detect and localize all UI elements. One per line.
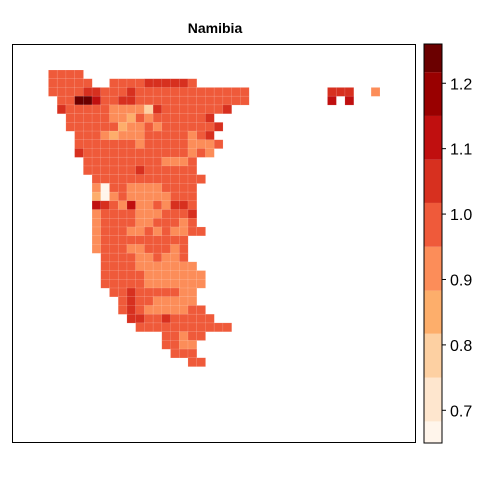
map-cell <box>370 87 381 97</box>
legend-swatch <box>424 44 442 73</box>
map-cell <box>327 95 337 106</box>
legend-swatch <box>424 72 442 116</box>
choropleth-map <box>48 69 381 367</box>
legend-swatch <box>424 290 442 334</box>
legend-tick-label: 1.0 <box>450 207 472 224</box>
map-cell <box>222 322 233 333</box>
map-cell <box>196 357 206 367</box>
map-cell <box>196 331 206 341</box>
legend-tick-label: 0.9 <box>450 272 472 289</box>
legend-swatch <box>424 421 442 443</box>
legend-swatch <box>424 377 442 422</box>
legend-tick-label: 0.8 <box>450 338 472 355</box>
map-cell <box>213 139 224 149</box>
legend-swatch <box>424 333 442 378</box>
legend-tick-label: 1.1 <box>450 142 472 159</box>
map-cell <box>205 148 215 158</box>
map-cell <box>196 279 206 289</box>
legend-tick-label: 0.7 <box>450 403 472 420</box>
legend-swatch <box>424 115 442 160</box>
map-cell <box>240 95 250 106</box>
map-panel <box>12 44 416 443</box>
legend-tick-label: 1.2 <box>450 76 472 93</box>
map-cell <box>344 95 355 106</box>
map-cell <box>196 226 206 237</box>
legend-swatch <box>424 159 442 203</box>
legend-swatch <box>424 246 442 291</box>
legend-swatch <box>424 202 442 247</box>
legend-frame <box>423 43 443 444</box>
map-cell <box>213 122 224 132</box>
map-cell <box>222 104 233 115</box>
map-cell <box>196 174 206 184</box>
map-title: Namibia <box>187 20 243 36</box>
